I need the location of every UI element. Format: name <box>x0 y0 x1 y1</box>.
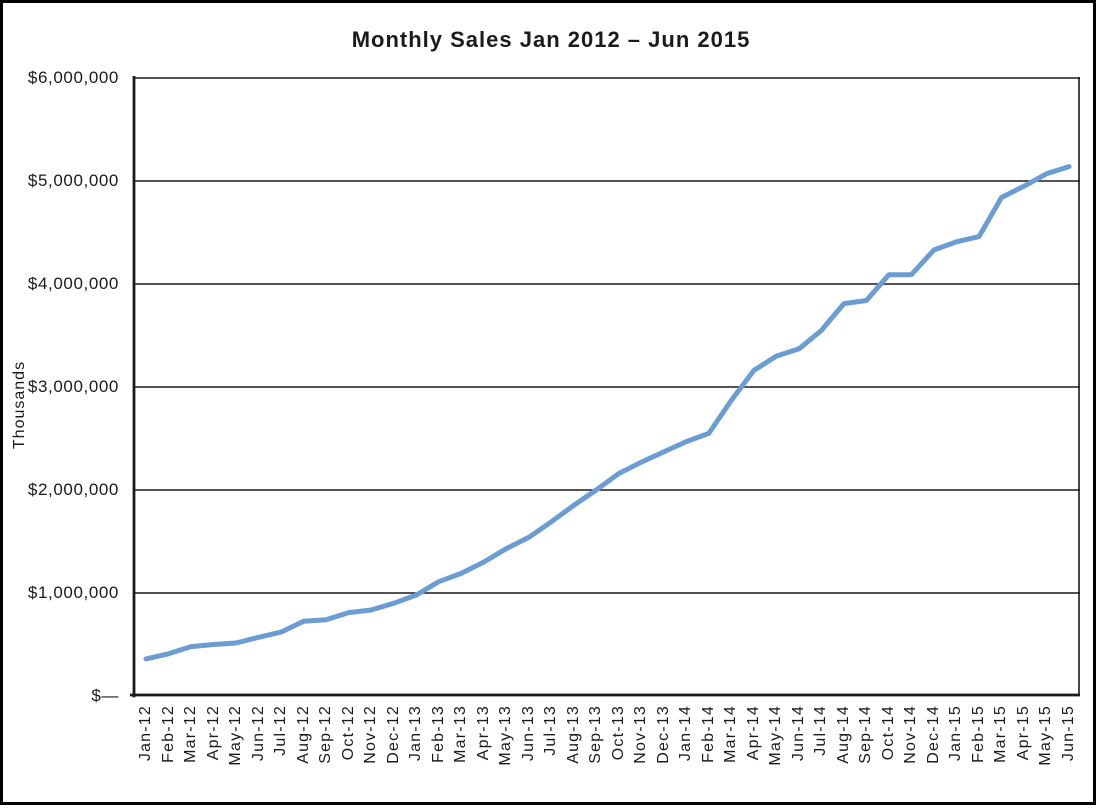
x-axis-label-text: Oct-12 <box>339 705 357 761</box>
x-axis-label-text: Sep-12 <box>317 705 335 764</box>
x-axis-label-text: Aug-13 <box>564 705 582 764</box>
x-axis-label-text: Nov-12 <box>362 705 380 764</box>
x-axis-label-text: Jul-14 <box>812 705 830 756</box>
x-axis-label-text: Sep-14 <box>857 705 875 764</box>
x-axis-label-text: May-15 <box>1037 705 1055 766</box>
x-axis-label-text: Feb-15 <box>969 705 987 763</box>
y-axis-tick-label: $2,000,000 <box>27 480 119 499</box>
x-axis-label-text: Mar-12 <box>182 705 200 763</box>
chart-title: Monthly Sales Jan 2012 – Jun 2015 <box>351 27 751 52</box>
x-axis-label-text: May-14 <box>767 705 785 766</box>
x-axis-label-text: Jul-12 <box>272 705 290 756</box>
x-axis-label-text: Apr-12 <box>204 705 222 761</box>
x-axis-label-text: Dec-12 <box>384 705 402 764</box>
x-axis-label-text: Jun-15 <box>1060 705 1077 762</box>
x-axis-label-text: Mar-13 <box>452 705 470 763</box>
x-axis-label-text: Jan-14 <box>677 705 695 762</box>
x-axis-label-text: Feb-14 <box>699 705 717 763</box>
y-axis-tick-label: $— <box>91 686 119 705</box>
y-axis-tick-label: $6,000,000 <box>27 68 119 87</box>
x-axis-label-text: Dec-14 <box>924 705 942 764</box>
x-axis-label-text: Jan-12 <box>137 705 154 762</box>
x-axis-label-text: Jan-15 <box>947 705 965 762</box>
x-axis-label-text: Nov-13 <box>632 705 650 764</box>
x-axis-label-text: Jul-13 <box>542 705 560 756</box>
y-axis-tick-label: $4,000,000 <box>27 274 119 293</box>
x-axis-label-text: Sep-13 <box>587 705 605 764</box>
x-axis-label-text: Feb-12 <box>159 705 177 763</box>
x-axis-label-text: Apr-14 <box>744 705 762 761</box>
x-axis-label-text: Jun-12 <box>249 705 267 762</box>
plot-area <box>130 76 1080 698</box>
sales-line <box>143 164 1072 662</box>
x-axis-label-text: Mar-15 <box>992 705 1010 763</box>
x-axis-label-text: Mar-14 <box>722 705 740 763</box>
x-axis-label-text: Oct-14 <box>879 705 897 761</box>
x-axis-label-text: Dec-13 <box>654 705 672 764</box>
x-axis-label-text: Jun-13 <box>519 705 537 762</box>
x-axis-label-text: May-13 <box>497 705 515 766</box>
x-axis-label-text: Feb-13 <box>429 705 447 763</box>
x-axis-label-text: Aug-12 <box>294 705 312 764</box>
y-axis-tick-label: $5,000,000 <box>27 171 119 190</box>
x-axis-label-text: Jun-14 <box>789 705 807 762</box>
x-axis-label-text: Apr-15 <box>1014 705 1032 761</box>
x-axis-label-text: Aug-14 <box>834 705 852 764</box>
y-axis-tick-label: $1,000,000 <box>27 583 119 602</box>
x-axis-label-text: May-12 <box>227 705 245 766</box>
x-axis-label-text: Nov-14 <box>902 705 920 764</box>
x-axis-label-text: Jan-13 <box>407 705 425 762</box>
x-axis-label-text: Apr-13 <box>474 705 492 761</box>
x-axis-label-text: Oct-13 <box>609 705 627 761</box>
y-axis-tick-label: $3,000,000 <box>27 377 119 396</box>
